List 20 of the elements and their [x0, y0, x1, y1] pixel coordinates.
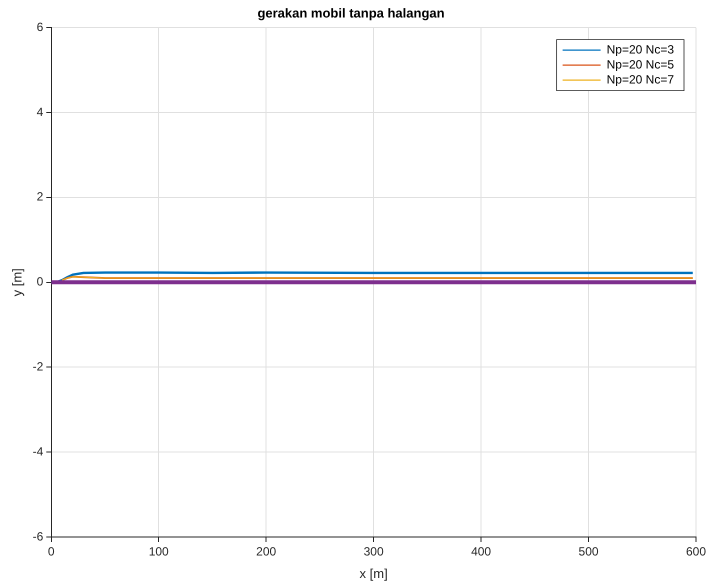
- y-tick-label: 4: [36, 104, 44, 119]
- x-tick-label: 300: [364, 544, 384, 559]
- x-tick-label: 100: [148, 544, 170, 559]
- x-tick-label: 200: [256, 544, 277, 559]
- y-tick-label: 6: [36, 20, 44, 34]
- y-tick-label: -2: [32, 360, 44, 374]
- x-tick-label: 600: [686, 544, 706, 559]
- y-tick-label: 2: [36, 190, 44, 204]
- legend-label: Np=20 Nc=5: [606, 57, 674, 72]
- y-tick-label: -4: [32, 444, 44, 458]
- y-tick-label: -6: [32, 529, 44, 544]
- y-axis-title: y [m]: [9, 268, 24, 296]
- x-tick-label: 400: [471, 544, 492, 559]
- legend-label: Np=20 Nc=7: [606, 72, 674, 86]
- x-tick-label: 500: [578, 544, 599, 559]
- x-tick-label: 0: [48, 544, 55, 559]
- x-axis-title: x [m]: [360, 566, 388, 581]
- legend-label: Np=20 Nc=3: [606, 42, 674, 56]
- y-tick-label: 0: [36, 274, 44, 289]
- chart-title: gerakan mobil tanpa halangan: [257, 5, 445, 20]
